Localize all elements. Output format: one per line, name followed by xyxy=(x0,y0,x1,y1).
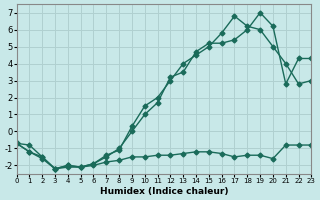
X-axis label: Humidex (Indice chaleur): Humidex (Indice chaleur) xyxy=(100,187,228,196)
